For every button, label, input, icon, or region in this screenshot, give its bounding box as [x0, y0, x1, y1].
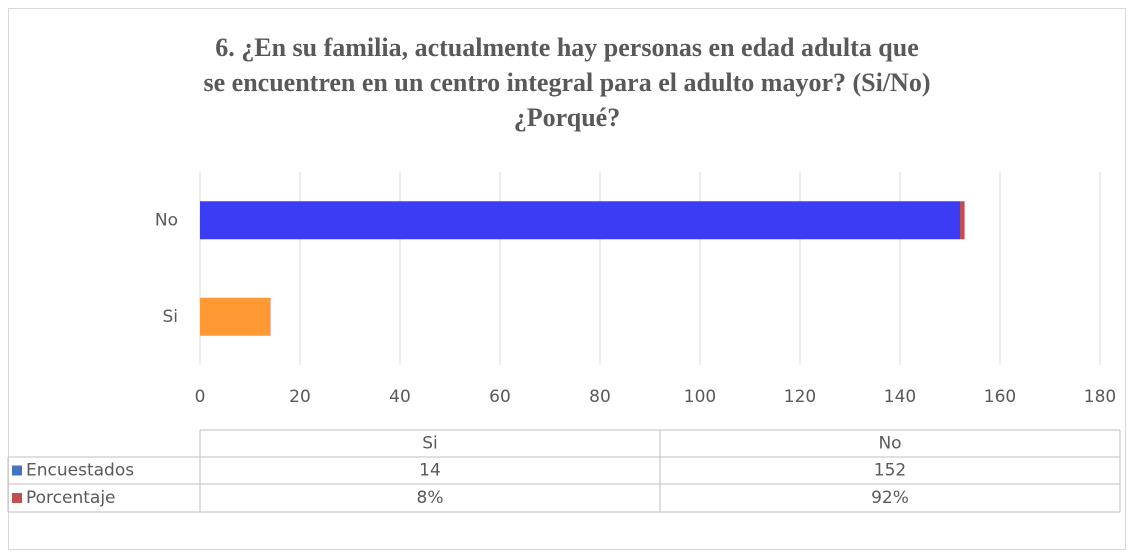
- chart-title: 6. ¿En su familia, actualmente hay perso…: [203, 33, 931, 132]
- bar-segment: [200, 201, 960, 240]
- x-tick-label: 160: [984, 387, 1016, 407]
- y-tick-label: Si: [162, 307, 178, 327]
- legend-label: Encuestados: [26, 461, 134, 481]
- table-value: 152: [874, 461, 906, 481]
- x-tick-label: 140: [884, 387, 916, 407]
- x-tick-label: 80: [589, 387, 611, 407]
- x-tick-label: 20: [289, 387, 311, 407]
- y-tick-label: No: [155, 210, 178, 230]
- legend-label: Porcentaje: [26, 488, 116, 508]
- x-tick-label: 40: [389, 387, 411, 407]
- table-header: No: [878, 434, 901, 454]
- x-tick-label: 0: [195, 387, 206, 407]
- table-header: Si: [422, 434, 438, 454]
- chart-border: [8, 8, 1126, 550]
- x-tick-label: 180: [1084, 387, 1116, 407]
- table-value: 14: [419, 461, 441, 481]
- x-tick-label: 60: [489, 387, 511, 407]
- table-value: 8%: [417, 488, 444, 508]
- x-tick-label: 120: [784, 387, 816, 407]
- bar-segment: [200, 297, 270, 336]
- legend-swatch: [12, 465, 22, 476]
- table-value: 92%: [871, 488, 909, 508]
- bar-segment: [960, 201, 965, 240]
- legend-swatch: [12, 493, 22, 503]
- x-tick-label: 100: [684, 387, 716, 407]
